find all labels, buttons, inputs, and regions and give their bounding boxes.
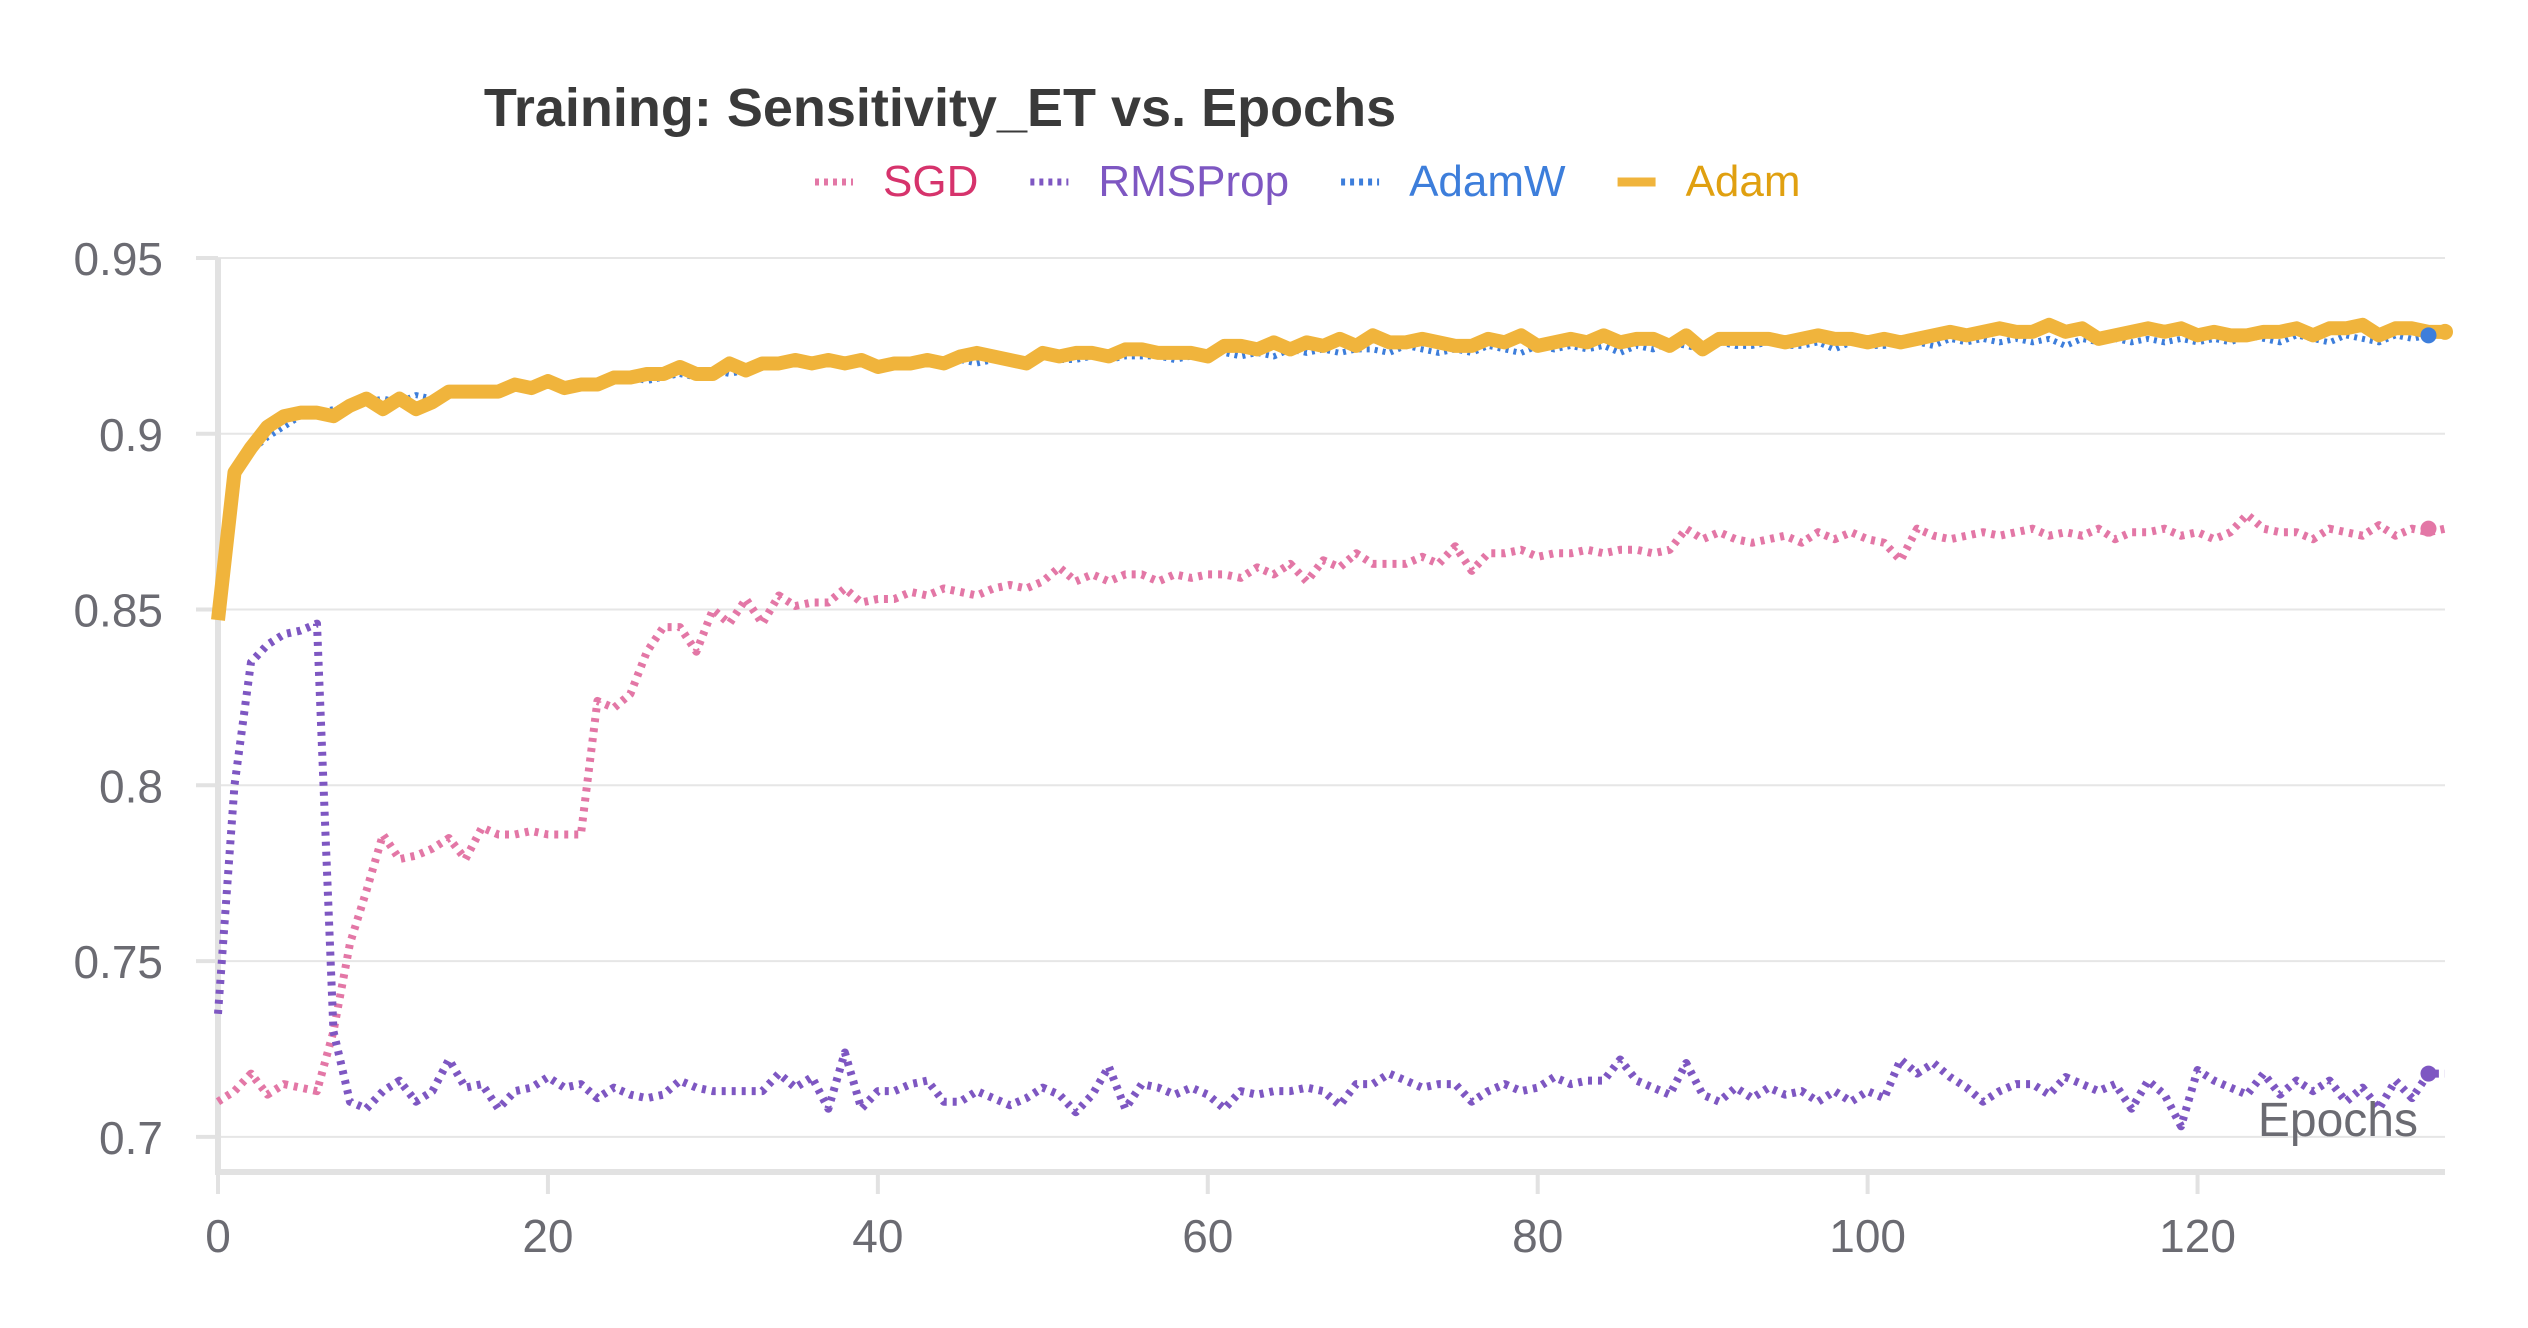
end-marker-adam [2437, 323, 2453, 340]
legend-label: RMSProp [1098, 157, 1289, 206]
chart-title: Training: Sensitivity_ET vs. Epochs [484, 78, 1396, 138]
series-line-rmsprop [214, 619, 2445, 1131]
legend-label: Adam [1686, 157, 1801, 206]
end-marker-sgd [2420, 520, 2437, 537]
legend-item-adamw[interactable]: AdamW [1341, 157, 1566, 206]
y-tick-label: 0.9 [99, 409, 163, 461]
x-axis-title: Epochs [2258, 1094, 2418, 1147]
x-tick-labels: 0 20 40 60 80 100 120 [205, 1210, 2236, 1262]
y-tick-labels: 0.7 0.75 0.8 0.85 0.9 0.95 [73, 233, 163, 1164]
x-tick-label: 20 [522, 1210, 573, 1262]
chart-legend: SGD RMSProp AdamW Adam [815, 157, 1801, 206]
legend-label: AdamW [1409, 157, 1566, 206]
legend-item-rmsprop[interactable]: RMSProp [1030, 157, 1289, 206]
x-tick-label: 40 [852, 1210, 903, 1262]
series-layer [211, 317, 2453, 1131]
legend-item-sgd[interactable]: SGD [815, 157, 978, 206]
legend-item-adam[interactable]: Adam [1617, 157, 1801, 206]
x-tick-label: 0 [205, 1210, 231, 1262]
legend-label: SGD [883, 157, 978, 206]
series-line-sgd [215, 510, 2446, 1106]
x-tick-label: 80 [1512, 1210, 1563, 1262]
y-tick-label: 0.85 [73, 585, 163, 637]
axes [196, 256, 2445, 1194]
x-tick-label: 100 [1829, 1210, 1906, 1262]
y-tick-label: 0.95 [73, 233, 163, 285]
grid-lines [218, 257, 2445, 1138]
end-marker-adamw [2420, 327, 2437, 344]
y-tick-label: 0.8 [99, 760, 163, 812]
x-tick-label: 60 [1182, 1210, 1233, 1262]
series-line-adam [211, 317, 2445, 621]
y-tick-label: 0.75 [73, 936, 163, 988]
end-marker-rmsprop [2420, 1065, 2437, 1082]
y-tick-label: 0.7 [99, 1112, 163, 1164]
x-tick-label: 120 [2159, 1210, 2236, 1262]
